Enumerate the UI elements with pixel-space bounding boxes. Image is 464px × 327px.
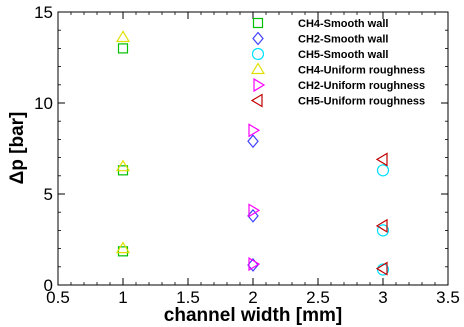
legend-marker — [251, 47, 265, 61]
x-tick-label: 1.5 — [176, 288, 200, 307]
data-point — [248, 203, 261, 218]
data-point — [115, 241, 131, 254]
legend-marker — [252, 17, 264, 29]
x-tick-label: 2.5 — [306, 288, 330, 307]
data-point — [376, 224, 390, 237]
data-point — [117, 246, 129, 257]
legend-label: CH5-Smooth wall — [298, 49, 388, 61]
legend-marker — [250, 93, 263, 108]
x-tick-label: 3 — [378, 288, 387, 307]
data-point — [375, 261, 388, 276]
data-point — [247, 208, 259, 223]
series-0 — [117, 43, 129, 257]
x-axis-title: channel width [mm] — [164, 305, 342, 326]
legend-label: CH5-Uniform roughness — [298, 96, 425, 108]
axis-tick-labels: 0.5 1 1.5 2 2.5 3 3.5 0 5 10 15 — [34, 3, 460, 307]
legend-item: CH5-Uniform roughness — [250, 93, 425, 108]
data-point — [375, 152, 388, 167]
series-4 — [248, 123, 261, 272]
data-point — [248, 257, 261, 272]
data-point — [375, 218, 388, 233]
series-3 — [115, 30, 131, 254]
legend-item: CH2-Uniform roughness — [253, 77, 425, 93]
legend: CH4-Smooth wall CH2-Smooth wall CH5-Smooth… — [250, 17, 425, 108]
data-point — [115, 159, 131, 172]
axis-ticks — [57, 11, 449, 286]
data-point — [115, 30, 131, 43]
legend-item: CH4-Smooth wall — [252, 17, 388, 30]
x-tick-label: 3.5 — [436, 288, 460, 307]
legend-item: CH4-Uniform roughness — [250, 62, 425, 77]
data-point — [247, 134, 259, 149]
y-tick-label: 0 — [44, 276, 53, 295]
x-tick-label: 1 — [118, 288, 127, 307]
x-tick-label: 2 — [248, 288, 257, 307]
y-axis-title: Δp [bar] — [7, 112, 28, 185]
y-tick-label: 10 — [34, 94, 53, 113]
x-tick-label: 0.5 — [46, 288, 70, 307]
legend-item: CH5-Smooth wall — [251, 47, 388, 61]
y-tick-label: 15 — [34, 3, 53, 22]
y-tick-label: 5 — [44, 185, 53, 204]
legend-label: CH2-Smooth wall — [298, 34, 388, 46]
legend-label: CH4-Uniform roughness — [298, 65, 425, 77]
data-point — [248, 123, 261, 138]
data-point — [376, 164, 390, 177]
series-1 — [247, 134, 259, 272]
legend-label: CH2-Uniform roughness — [298, 80, 425, 92]
legend-label: CH4-Smooth wall — [298, 18, 388, 30]
legend-item: CH2-Smooth wall — [252, 31, 388, 46]
data-markers — [115, 30, 390, 276]
data-point — [117, 43, 129, 54]
legend-marker — [252, 31, 264, 46]
legend-marker — [250, 62, 266, 75]
series-5 — [375, 152, 388, 276]
legend-marker — [253, 77, 266, 93]
